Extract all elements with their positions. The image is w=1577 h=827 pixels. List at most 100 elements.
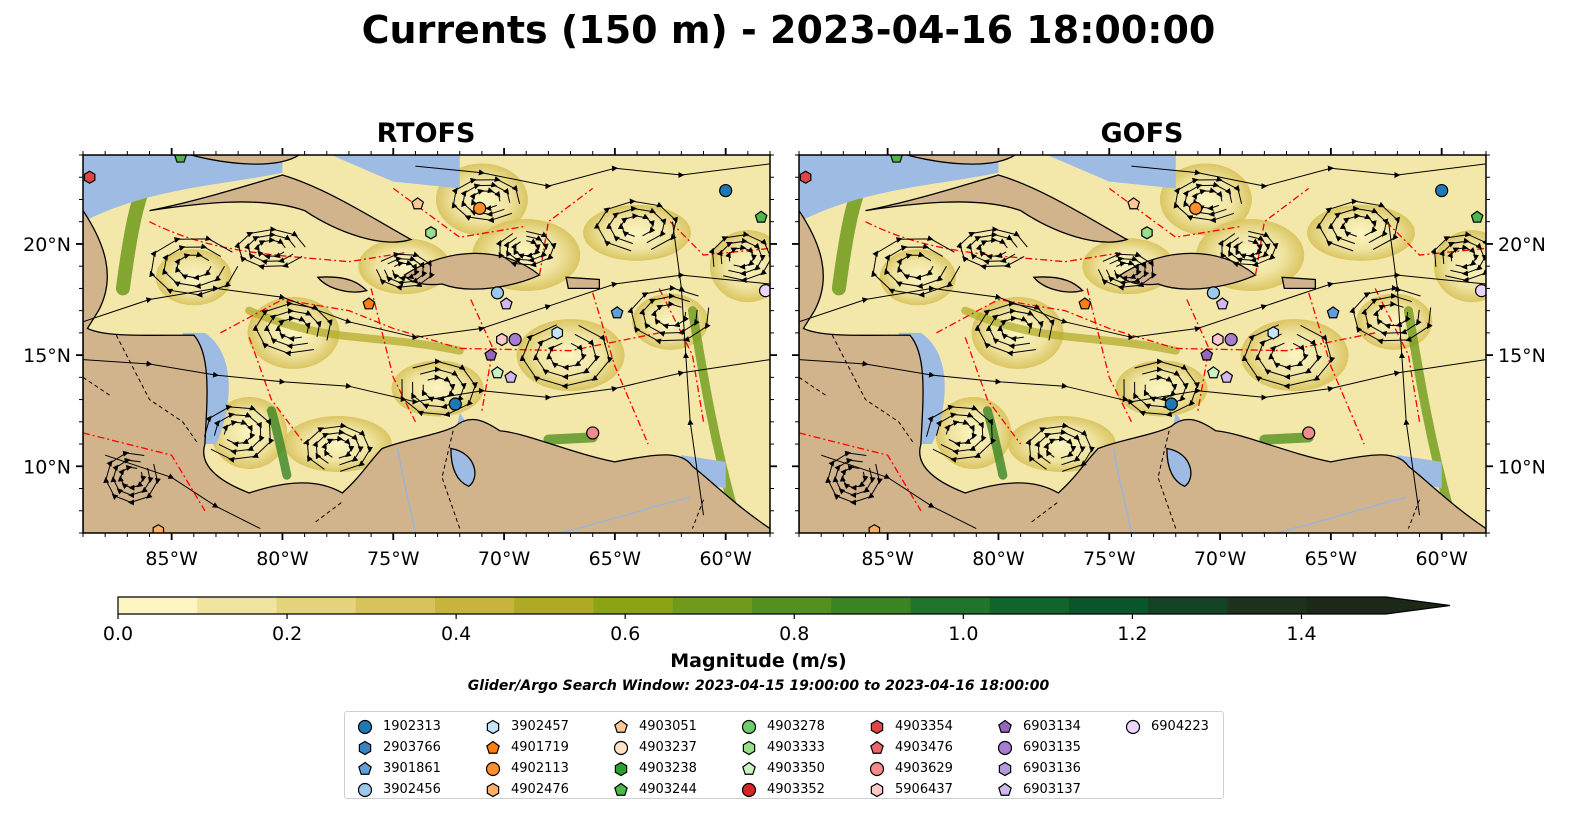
legend-label: 4903051	[639, 719, 697, 734]
shallow-water	[1047, 155, 1176, 189]
legend-item: 4903244	[611, 779, 697, 800]
lat-tick-label: 20°N	[1498, 234, 1546, 256]
colorbar-segment	[831, 597, 911, 614]
streamline	[672, 221, 704, 516]
legend-label: 4902476	[511, 782, 569, 797]
hexagon-marker-icon	[486, 719, 500, 734]
circle-marker-icon	[613, 740, 629, 755]
hexagon-marker-icon	[742, 740, 756, 755]
hexagon-marker-icon	[614, 761, 628, 776]
colorbar-tick-label: 1.2	[1117, 623, 1147, 645]
legend-column: 3902457 4901719 4902113 4902476	[483, 716, 569, 800]
observation-marker	[1474, 284, 1486, 298]
observation-marker	[1127, 197, 1141, 210]
lat-tick-label: 10°N	[23, 456, 71, 478]
map-panels: 85°W 80°W 75°W 70°W 65°W 60°W 20°N 15°N 10°N 85°…	[23, 148, 1546, 570]
observation-marker	[586, 426, 600, 440]
current-band	[1259, 432, 1314, 445]
circle-marker-icon	[357, 782, 373, 797]
observation-marker	[868, 524, 881, 533]
legend-marker	[870, 719, 884, 734]
colorbar-tick-label: 0.8	[779, 623, 809, 645]
streamline	[495, 230, 557, 268]
country-border	[1407, 499, 1420, 529]
shallow-water	[83, 155, 283, 222]
streamline	[1388, 221, 1420, 516]
hexagon-marker-icon	[486, 782, 500, 797]
river	[559, 496, 691, 533]
country-border	[691, 499, 704, 529]
lon-tick-label: 80°W	[972, 548, 1025, 570]
panel-title-rtofs: RTOFS	[376, 118, 476, 149]
observation-marker	[1189, 201, 1203, 215]
legend-marker	[741, 719, 757, 734]
legend-item: 4903476	[867, 737, 953, 758]
legend-label: 4903354	[895, 719, 953, 734]
legend-marker	[998, 761, 1012, 776]
circle-marker-icon	[485, 761, 501, 776]
streamline	[103, 450, 161, 506]
colorbar-segment	[1148, 597, 1228, 614]
legend-column: 4903278 4903333 4903350 4903352	[739, 716, 825, 800]
legend-item: 4901719	[483, 737, 569, 758]
observation-marker	[508, 332, 522, 347]
streamline	[821, 454, 977, 530]
circle-marker-icon	[357, 719, 373, 734]
legend-label: 3902456	[383, 782, 441, 797]
legend-label: 4903352	[767, 782, 825, 797]
lat-tick-label: 15°N	[1498, 345, 1546, 367]
pentagon-marker-icon	[870, 740, 884, 754]
legend-item: 4902476	[483, 779, 569, 800]
legend-label: 4902113	[511, 761, 569, 776]
observation-marker	[799, 170, 812, 184]
legend-marker	[357, 719, 373, 734]
lon-tick-label: 80°W	[256, 548, 309, 570]
colorbar-segment	[435, 597, 515, 614]
streamline	[1131, 163, 1486, 190]
legend-marker	[357, 782, 373, 797]
legend-marker	[741, 782, 757, 797]
observation-marker	[83, 170, 96, 184]
legend-column: 6903134 6903135 6903136 6903137	[995, 716, 1081, 800]
map-frame	[82, 154, 771, 534]
streamline	[1217, 230, 1279, 268]
colorbar-segment	[752, 597, 832, 614]
legend-label: 4903333	[767, 740, 825, 755]
observation-marker	[1470, 210, 1484, 223]
observation-marker	[1078, 297, 1092, 310]
legend-item: 6903137	[995, 779, 1081, 800]
figure-title: Currents (150 m) - 2023-04-16 18:00:00	[361, 8, 1216, 52]
observation-marker	[1207, 366, 1220, 379]
legend-marker	[358, 761, 372, 775]
legend-marker	[869, 761, 885, 776]
legend-marker	[998, 782, 1012, 796]
legend-item: 6903135	[995, 737, 1081, 758]
legend-label: 4901719	[511, 740, 569, 755]
hexagon-marker-icon	[870, 719, 884, 734]
observation-marker	[1220, 370, 1234, 383]
pentagon-marker-icon	[998, 719, 1012, 733]
legend-marker	[613, 740, 629, 755]
country-border	[441, 430, 461, 529]
legend-column: 6904223	[1123, 716, 1209, 737]
country-border	[83, 376, 110, 396]
lake-maracaibo	[450, 447, 476, 488]
cuba-landmass	[149, 174, 413, 243]
eez-boundary	[799, 432, 922, 512]
legend-item: 4902113	[483, 758, 569, 779]
observation-marker	[490, 286, 505, 300]
observation-marker	[448, 397, 462, 411]
colorbar-extend-arrow	[1386, 597, 1450, 614]
streamline	[303, 422, 373, 472]
observation-marker	[1326, 306, 1340, 319]
lon-tick-label: 75°W	[1083, 548, 1136, 570]
map-frame	[798, 154, 1487, 534]
legend-marker	[997, 740, 1013, 755]
legend-marker	[614, 719, 628, 733]
colorbar-segment	[1227, 597, 1308, 614]
observation-marker	[484, 348, 498, 361]
observation-marker	[491, 366, 504, 379]
legend-item: 2903766	[355, 737, 441, 758]
legend-label: 2903766	[383, 740, 441, 755]
streamline	[1315, 198, 1400, 252]
